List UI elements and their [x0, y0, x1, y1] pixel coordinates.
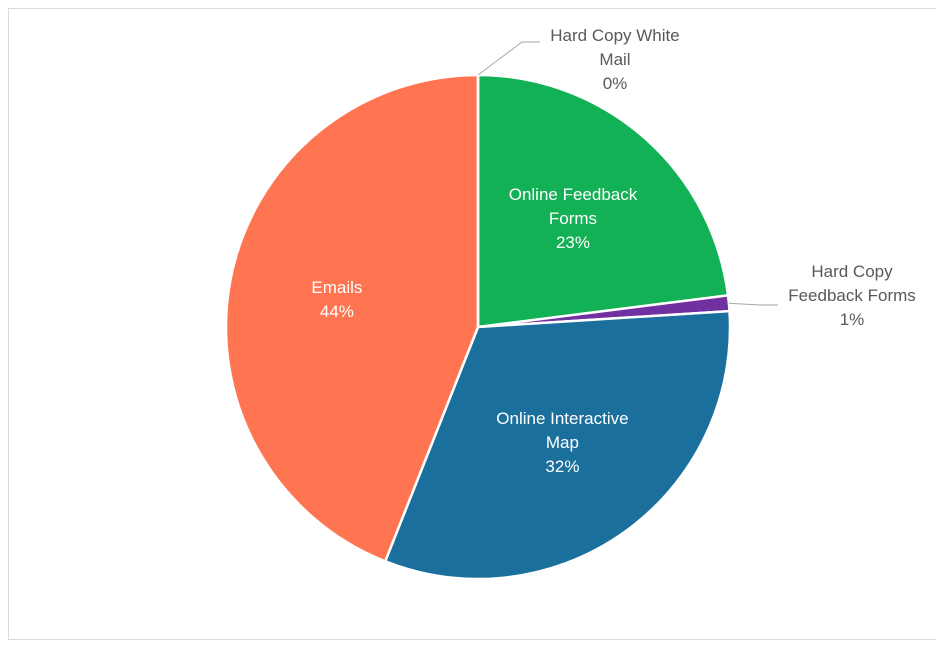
label-category: Emails [311, 278, 363, 298]
chart-border [8, 8, 936, 640]
pie-slice [224, 73, 480, 563]
pie-slice [476, 73, 730, 329]
label-value: 23% [555, 233, 590, 253]
label-value: 0% [602, 74, 628, 93]
label-category: Hard Copy Feedback Forms [788, 262, 916, 305]
data-label: Hard Copy Feedback Forms 1% [772, 260, 932, 332]
data-label: Hard Copy White Mail 0% [535, 24, 695, 96]
label-category: Online Feedback Forms [508, 185, 638, 229]
label-value: 1% [839, 310, 865, 329]
data-label: Online Feedback Forms 23% [483, 183, 663, 255]
pie-slice [383, 309, 732, 581]
label-value: 32% [545, 457, 580, 477]
data-label: Online Interactive Map 32% [487, 407, 637, 479]
leader-line [728, 302, 778, 306]
leader-line [477, 41, 540, 76]
data-label: Emails 44% [287, 276, 387, 324]
label-category: Online Interactive Map [496, 409, 629, 453]
label-value: 44% [319, 302, 354, 322]
label-category: Hard Copy White Mail [550, 26, 680, 69]
